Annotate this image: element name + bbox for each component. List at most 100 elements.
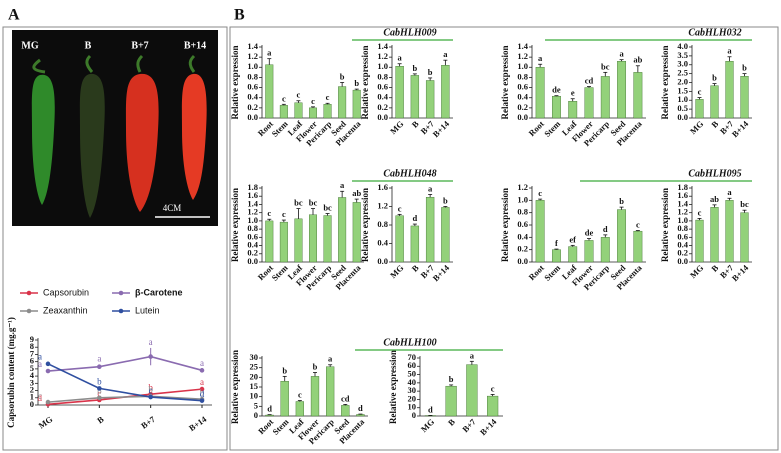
significance-letter: c xyxy=(326,92,330,102)
significance-letter: a xyxy=(340,180,345,190)
significance-letter: c xyxy=(698,207,702,217)
y-tick-label: 4.0 xyxy=(677,41,688,51)
y-tick-label: 2 xyxy=(30,385,34,395)
x-tick-label: B+14 xyxy=(187,414,209,434)
gene-title: CabHLH048 xyxy=(383,168,436,179)
y-tick-label: 0.4 xyxy=(247,240,258,250)
stem xyxy=(85,54,94,73)
significance-letter: a xyxy=(200,358,204,368)
y-tick-label: 30 xyxy=(250,352,259,362)
bar xyxy=(265,414,274,417)
bar xyxy=(466,364,478,417)
significance-letter: b xyxy=(443,195,448,205)
y-axis-label: Relative expression xyxy=(360,45,370,119)
bar xyxy=(725,61,734,119)
bar xyxy=(441,65,450,119)
bar xyxy=(425,80,435,119)
panel-label: B xyxy=(234,7,245,24)
y-tick-label: 3.0 xyxy=(677,59,688,69)
y-tick-label: 0.0 xyxy=(677,112,688,122)
gene-title: CabHLH009 xyxy=(383,27,436,38)
y-tick-label: 0.0 xyxy=(517,256,528,266)
x-tick-label: MG xyxy=(37,414,55,431)
pepper xyxy=(79,73,105,219)
x-tick-label: MG xyxy=(688,262,706,280)
significance-letter: bc xyxy=(294,198,303,208)
y-tick-label: 0.6 xyxy=(517,219,528,229)
y-tick-label: 0.6 xyxy=(247,231,258,241)
significance-letter: c xyxy=(698,87,702,97)
significance-letter: a xyxy=(727,187,732,197)
significance-letter: d xyxy=(358,403,363,413)
point xyxy=(199,368,205,373)
significance-letter: a xyxy=(428,183,433,193)
y-axis-label: Relative expression xyxy=(660,45,670,119)
y-tick-label: 0 xyxy=(30,399,34,409)
significance-letter: d xyxy=(200,389,205,399)
y-tick-label: 1.4 xyxy=(677,198,688,208)
y-tick-label: 0.4 xyxy=(377,92,388,102)
y-tick-label: 1.0 xyxy=(677,94,688,104)
bar xyxy=(725,200,734,263)
significance-letter: ab xyxy=(352,188,361,198)
y-tick-label: 1.8 xyxy=(247,182,258,192)
bar xyxy=(551,249,561,263)
y-tick-label: 5 xyxy=(30,363,34,373)
series-line xyxy=(47,355,203,372)
y-tick-label: 0.4 xyxy=(377,237,388,247)
y-tick-label: 0.8 xyxy=(377,219,388,229)
significance-letter: b xyxy=(148,383,153,393)
bar xyxy=(535,67,545,119)
x-tick-label: MG xyxy=(688,118,706,136)
panel-a-frame xyxy=(2,26,228,451)
y-tick-label: 15 xyxy=(250,381,259,391)
bar xyxy=(323,215,332,263)
y-tick-label: 0.8 xyxy=(247,223,258,233)
significance-letter: c xyxy=(97,388,101,398)
point xyxy=(148,394,153,400)
y-tick-label: 1.2 xyxy=(677,207,688,217)
point xyxy=(97,386,102,391)
y-axis-label: Relative expression xyxy=(230,350,240,424)
y-axis-label: Relative expression xyxy=(230,45,240,119)
y-tick-label: 1.2 xyxy=(517,182,528,192)
bar xyxy=(310,376,320,417)
bar xyxy=(487,395,499,417)
y-axis-label: Relative expression xyxy=(230,188,240,262)
y-axis-label: Relative expression xyxy=(388,350,398,424)
significance-letter: b xyxy=(742,63,747,73)
pepper xyxy=(181,73,207,200)
x-tick-label: MG xyxy=(388,262,406,280)
bar xyxy=(410,225,420,263)
y-tick-label: 0.2 xyxy=(247,102,258,112)
x-tick-label: B xyxy=(709,262,720,273)
y-tick-label: 1 xyxy=(30,392,34,402)
bar xyxy=(425,197,435,263)
significance-letter: c xyxy=(636,220,640,230)
point xyxy=(199,386,205,392)
significance-letter: c xyxy=(398,203,402,213)
y-tick-label: 2.5 xyxy=(677,68,688,78)
bar xyxy=(600,76,610,119)
legend-label: Capsorubin xyxy=(43,287,89,297)
y-tick-label: 0.2 xyxy=(517,244,528,254)
bar xyxy=(695,99,704,119)
significance-letter: d xyxy=(428,404,433,414)
y-tick-label: 60 xyxy=(408,360,417,370)
x-tick-label: B xyxy=(410,262,421,273)
y-tick-label: 0.2 xyxy=(677,248,688,258)
y-tick-label: 6 xyxy=(30,356,34,366)
y-tick-label: 2.0 xyxy=(677,76,688,86)
point xyxy=(148,354,153,359)
y-tick-label: 40 xyxy=(408,377,417,387)
significance-letter: c xyxy=(311,96,315,106)
y-tick-label: 1.6 xyxy=(247,190,258,200)
significance-letter: b xyxy=(97,386,102,396)
x-tick-label: Stem xyxy=(542,119,562,139)
y-tick-label: 1.0 xyxy=(677,215,688,225)
x-tick-label: B+7 xyxy=(139,414,157,431)
point xyxy=(97,395,102,401)
series-line xyxy=(47,363,203,402)
y-tick-label: 1.4 xyxy=(247,41,258,51)
y-tick-label: 0.6 xyxy=(377,82,388,92)
